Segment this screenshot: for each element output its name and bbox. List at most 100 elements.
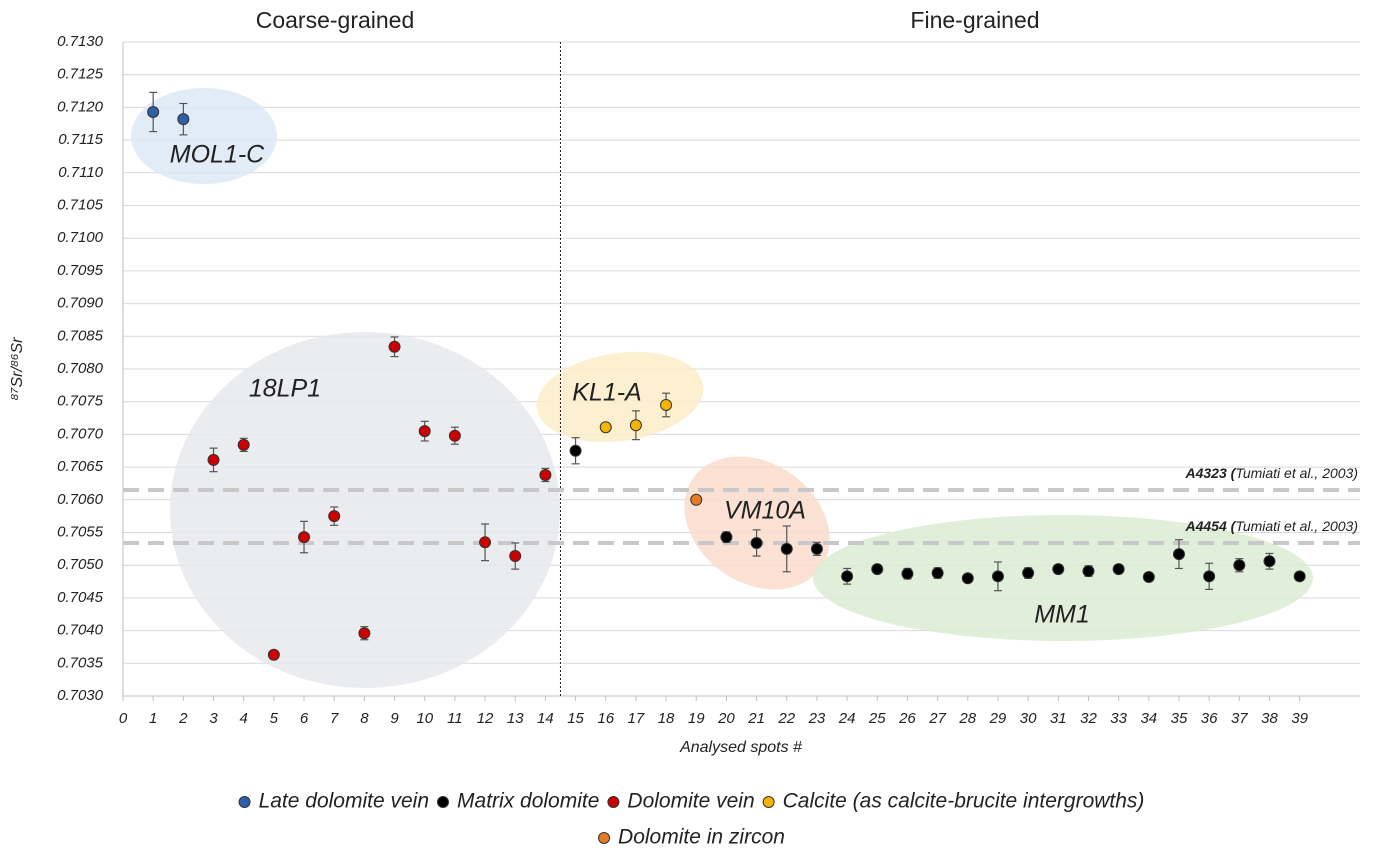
data-point — [298, 531, 311, 544]
group-ellipse — [813, 515, 1313, 641]
y-tick-label: 0.7100 — [57, 229, 104, 246]
reference-sample: A4454 ( — [1185, 518, 1237, 534]
legend-label: Matrix dolomite — [457, 790, 599, 813]
x-tick-label: 3 — [209, 710, 218, 727]
data-point — [569, 444, 582, 457]
data-point — [388, 340, 401, 353]
x-tick-label: 22 — [777, 710, 795, 727]
x-tick-label: 17 — [628, 710, 645, 727]
data-point — [810, 542, 823, 555]
y-tick-label: 0.7065 — [57, 458, 104, 475]
legend-label: Calcite (as calcite-brucite intergrowths… — [783, 790, 1145, 813]
data-point — [599, 421, 612, 434]
x-tick-label: 1 — [149, 710, 157, 727]
y-tick-label: 0.7110 — [58, 164, 103, 181]
x-tick-label: 27 — [928, 710, 946, 727]
group-label: VM10A — [724, 497, 806, 525]
y-tick-label: 0.7055 — [57, 523, 104, 540]
group-label: KL1-A — [572, 379, 641, 407]
data-point — [1172, 548, 1185, 561]
legend-label: Late dolomite vein — [259, 790, 429, 813]
x-tick-label: 32 — [1080, 710, 1097, 727]
x-tick-label: 26 — [898, 710, 916, 727]
y-tick-label: 0.7090 — [57, 295, 104, 312]
data-point — [1233, 559, 1246, 572]
y-tick-label: 0.7050 — [57, 556, 104, 573]
x-tick-label: 14 — [537, 710, 554, 727]
data-point — [237, 438, 250, 451]
data-point — [448, 429, 461, 442]
data-point — [539, 468, 552, 481]
x-tick-label: 25 — [868, 710, 886, 727]
data-point — [1142, 570, 1155, 583]
data-point — [690, 493, 703, 506]
data-point — [780, 542, 793, 555]
data-point — [871, 563, 884, 576]
legend-marker — [238, 796, 251, 808]
x-tick-label: 18 — [658, 710, 675, 727]
data-point — [841, 570, 854, 583]
x-tick-label: 0 — [119, 710, 128, 727]
data-point — [1293, 570, 1306, 583]
legend-marker — [437, 796, 450, 808]
data-point — [1022, 567, 1035, 580]
x-tick-label: 39 — [1291, 710, 1308, 727]
y-tick-label: 0.7030 — [57, 687, 104, 704]
y-tick-label: 0.7040 — [57, 622, 104, 639]
x-tick-label: 10 — [416, 710, 433, 727]
y-tick-label: 0.7085 — [57, 327, 104, 344]
x-tick-label: 19 — [688, 710, 705, 727]
legend-marker — [598, 832, 611, 844]
x-tick-label: 2 — [178, 710, 188, 727]
reference-source: Tumiati et al., 2003) — [1235, 465, 1358, 481]
data-point — [328, 510, 341, 523]
data-point — [720, 531, 733, 544]
data-point — [267, 648, 280, 661]
reference-sample: A4323 ( — [1185, 465, 1237, 481]
data-point — [207, 453, 220, 466]
group-label: MOL1-C — [170, 141, 265, 169]
data-point — [629, 419, 642, 432]
y-tick-label: 0.7115 — [58, 131, 103, 148]
x-axis-label: Analysed spots # — [679, 739, 803, 756]
x-tick-label: 15 — [567, 710, 584, 727]
reference-source: Tumiati et al., 2003) — [1235, 518, 1358, 534]
section-label: Fine-grained — [910, 7, 1039, 33]
x-tick-label: 37 — [1231, 710, 1248, 727]
x-tick-label: 13 — [507, 710, 524, 727]
x-tick-label: 34 — [1140, 710, 1157, 727]
data-point — [901, 567, 914, 580]
x-tick-label: 9 — [390, 710, 399, 727]
x-tick-label: 11 — [447, 710, 463, 727]
legend-marker — [762, 796, 775, 808]
data-point — [358, 627, 371, 640]
x-tick-label: 8 — [360, 710, 369, 727]
y-tick-label: 0.7125 — [57, 66, 104, 83]
legend-label: Dolomite vein — [627, 790, 754, 813]
y-tick-label: 0.7035 — [57, 654, 104, 671]
data-point — [1203, 570, 1216, 583]
y-tick-label: 0.7120 — [57, 98, 104, 115]
group-label: 18LP1 — [249, 375, 321, 403]
x-tick-label: 36 — [1201, 710, 1218, 727]
y-tick-label: 0.7105 — [57, 196, 104, 213]
x-tick-label: 35 — [1171, 710, 1188, 727]
x-tick-label: 16 — [597, 710, 614, 727]
legend-item: Dolomite vein — [607, 790, 755, 813]
data-point — [1263, 555, 1276, 568]
legend-item: Matrix dolomite — [437, 790, 599, 813]
x-tick-label: 21 — [747, 710, 765, 727]
section-label: Coarse-grained — [256, 7, 415, 33]
x-tick-label: 12 — [477, 710, 494, 727]
data-point — [991, 570, 1004, 583]
data-point — [961, 572, 974, 585]
data-point — [147, 105, 160, 118]
x-tick-label: 24 — [838, 710, 856, 727]
y-tick-label: 0.7095 — [57, 262, 104, 279]
legend-marker — [607, 796, 620, 808]
data-point — [509, 550, 522, 563]
data-point — [1052, 563, 1065, 576]
data-point — [1082, 565, 1095, 578]
y-tick-label: 0.7130 — [57, 33, 104, 50]
